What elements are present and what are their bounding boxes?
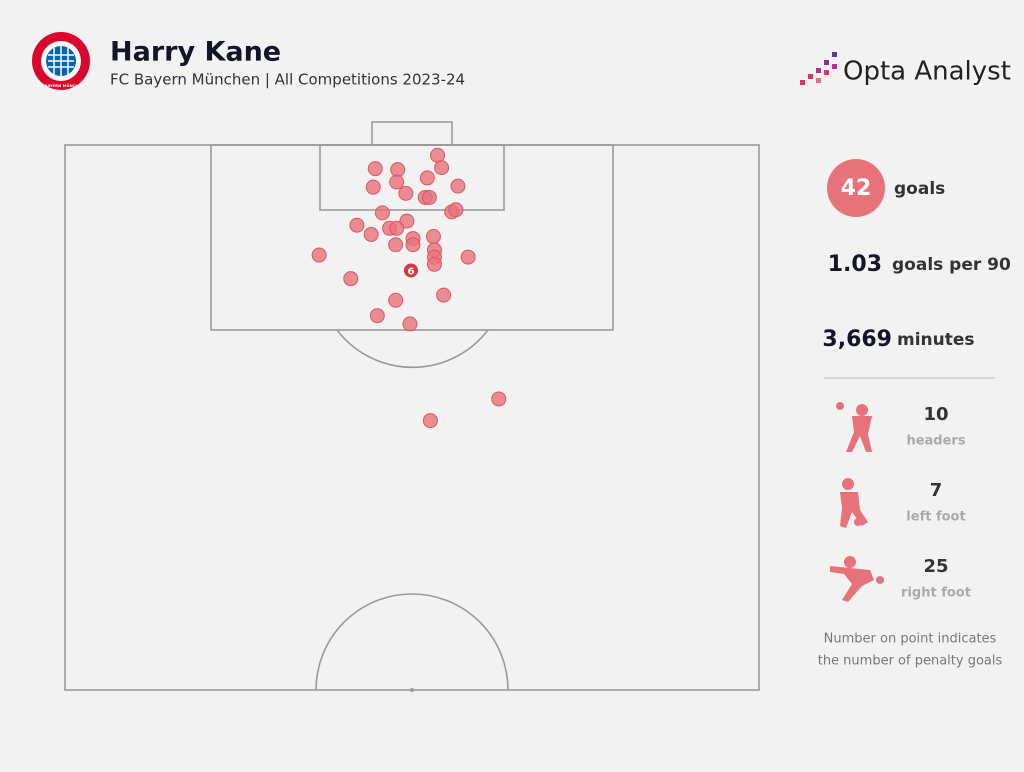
minutes-value: 3,669 xyxy=(822,327,892,352)
per90-label: goals per 90 xyxy=(892,255,1011,275)
goal-dot xyxy=(349,217,365,233)
breakdown-value: 10 xyxy=(923,404,948,425)
goal-dot xyxy=(390,162,406,178)
goal-dot xyxy=(389,220,405,236)
note: the number of penalty goals xyxy=(818,654,1003,669)
title: Harry Kane xyxy=(110,37,281,68)
goal-dot xyxy=(311,247,327,263)
goals-circle xyxy=(827,159,885,217)
breakdown-label: left foot xyxy=(906,510,965,525)
penalty-dot xyxy=(403,263,418,278)
goal-dot xyxy=(388,292,404,308)
breakdown-label: right foot xyxy=(901,586,971,601)
goal-dot xyxy=(426,256,442,272)
breakdown-value: 7 xyxy=(930,480,943,501)
goal-dot xyxy=(343,271,359,287)
shot-map: 6 xyxy=(311,147,507,429)
goal-dot xyxy=(363,226,379,242)
goal-dot xyxy=(421,189,437,205)
note: Number on point indicates xyxy=(824,632,997,647)
breakdown-value: 25 xyxy=(923,556,948,577)
goal-dot xyxy=(460,249,476,265)
per90-value: 1.03 xyxy=(828,252,882,277)
goal-dot xyxy=(434,160,450,176)
goal-dot xyxy=(367,161,383,177)
goal-dot xyxy=(419,170,435,186)
goal-dot xyxy=(374,205,390,221)
right-foot-icon xyxy=(830,556,884,602)
minutes-label: minutes xyxy=(897,330,975,350)
goal-dot xyxy=(399,213,415,229)
goal-dot xyxy=(448,202,464,218)
goal-dot xyxy=(365,179,381,195)
goal-dot xyxy=(389,174,405,190)
brand-logo xyxy=(800,52,837,85)
goals-label: goals xyxy=(894,179,945,199)
penalty-count: 6 xyxy=(407,266,414,277)
goal-dot xyxy=(405,237,421,253)
header-icon xyxy=(836,402,872,452)
breakdown-label: headers xyxy=(906,434,965,449)
goal-dot xyxy=(436,287,452,303)
goal-dot xyxy=(369,308,385,324)
subtitle: FC Bayern München | All Competitions 202… xyxy=(110,71,465,89)
goals-value: 42 xyxy=(841,176,872,201)
goal-dot xyxy=(402,316,418,332)
goal-dot xyxy=(388,237,404,253)
goal-dot xyxy=(422,413,438,429)
badge-text: FC BAYERN MÜNCHEN xyxy=(38,83,85,88)
goal-dot xyxy=(491,391,507,407)
goal-dot xyxy=(398,185,414,201)
club-badge: FC BAYERN MÜNCHEN xyxy=(32,32,90,90)
left-foot-icon xyxy=(840,478,868,528)
brand: Opta Analyst xyxy=(843,57,1011,87)
goal-dot xyxy=(450,178,466,194)
goal-dot xyxy=(425,229,441,245)
